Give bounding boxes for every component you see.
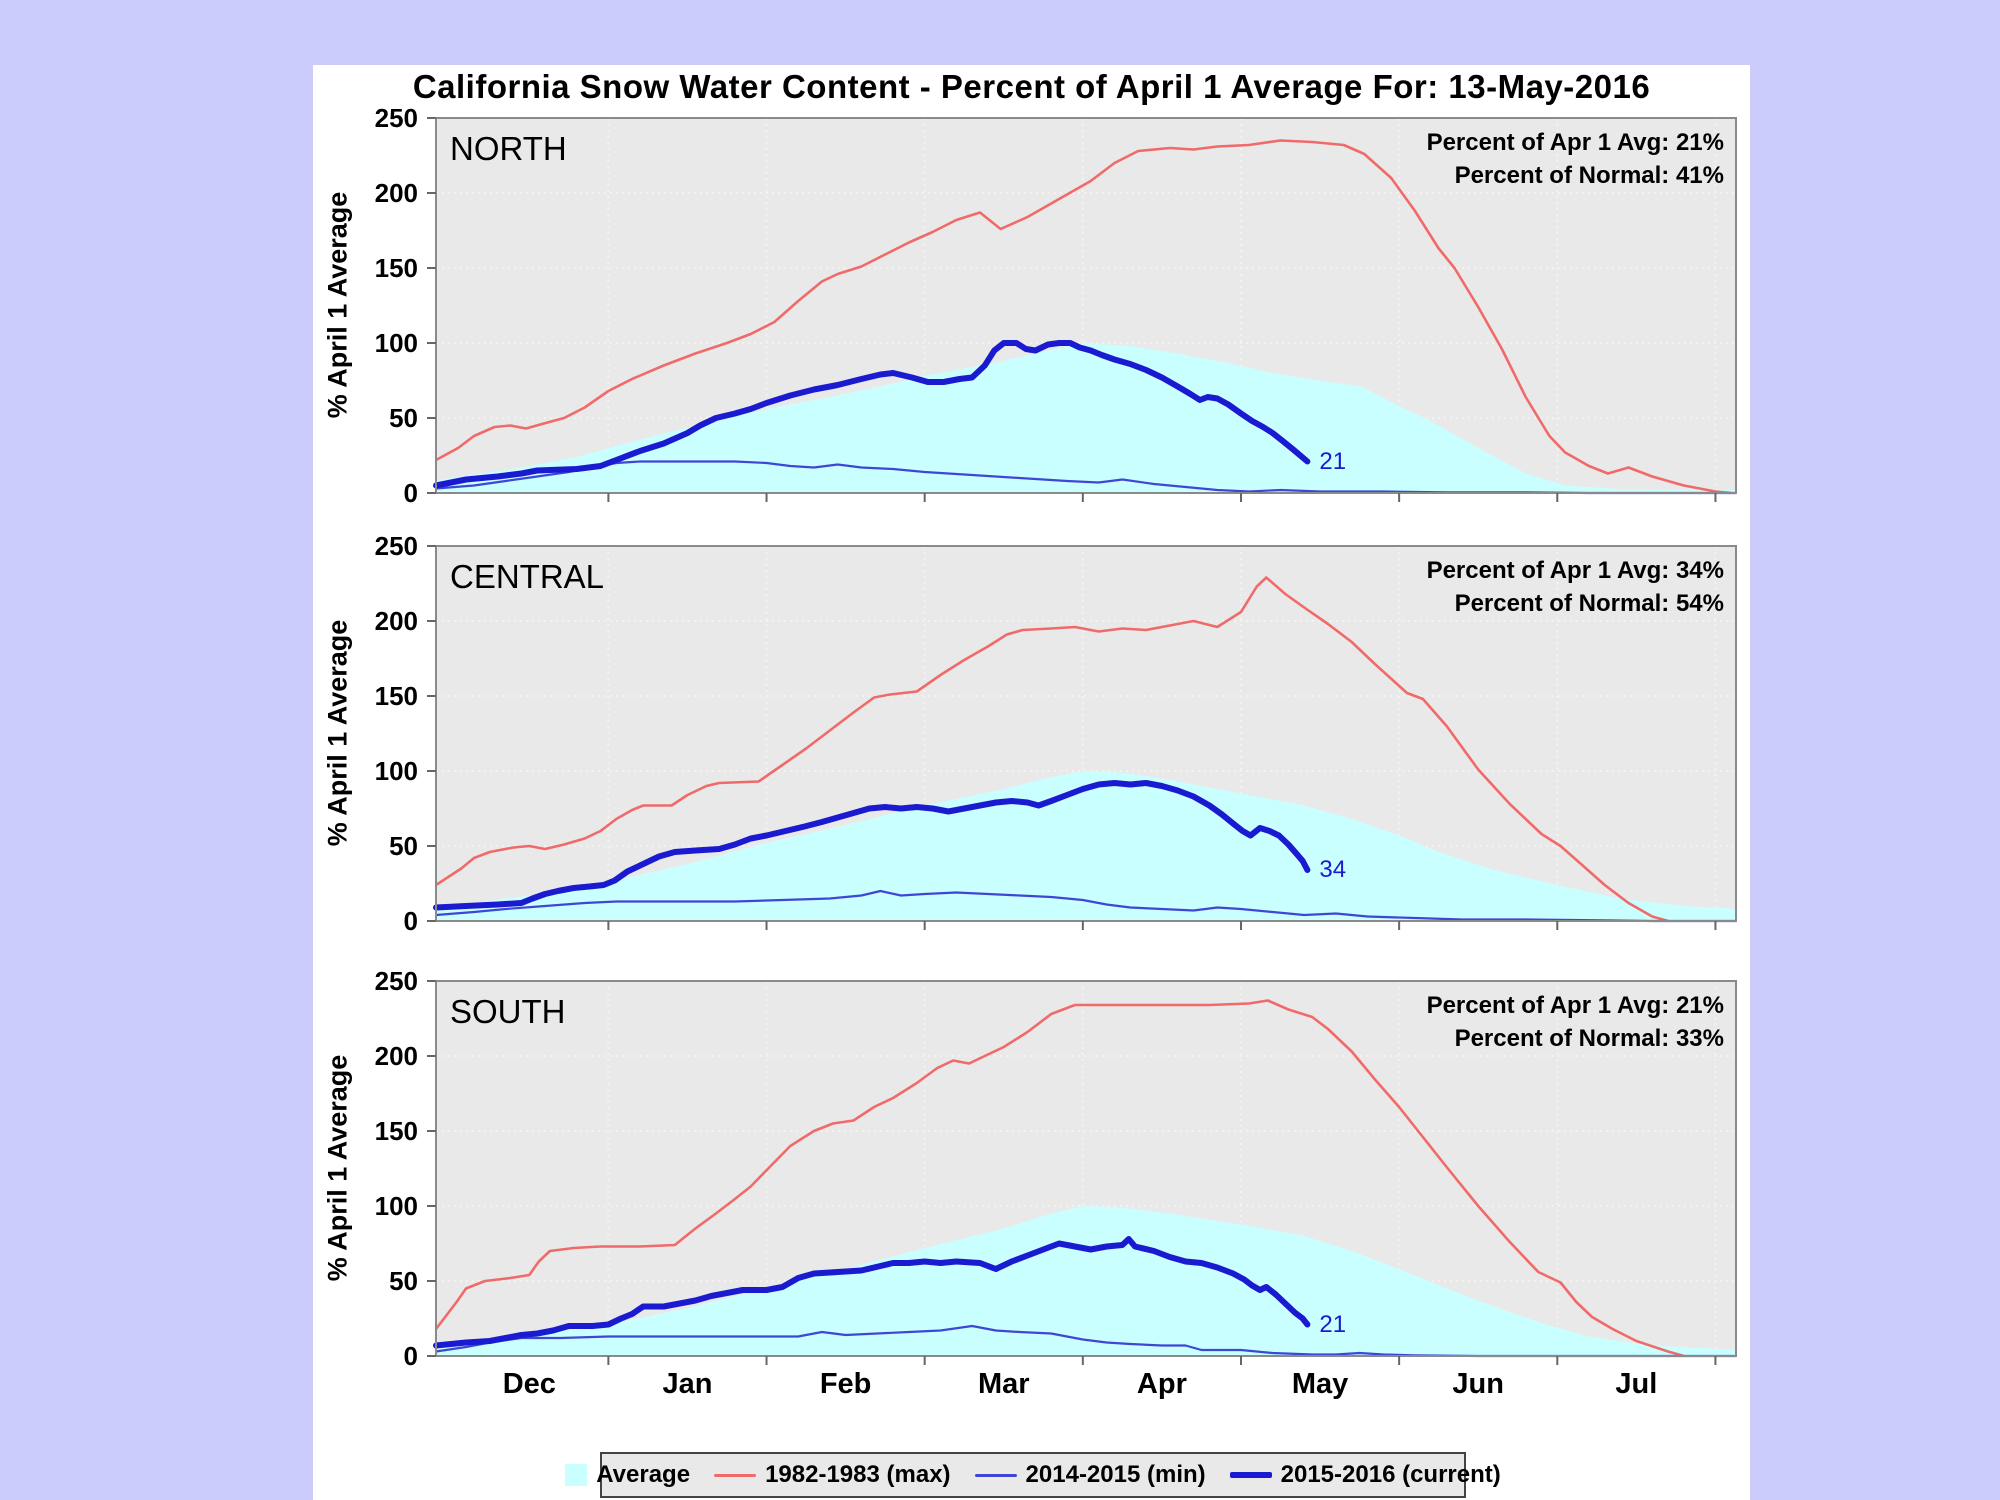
x-month-label: Jul: [1615, 1368, 1658, 1400]
current-line-swatch: [1229, 1472, 1272, 1478]
x-month-label: Dec: [502, 1368, 556, 1400]
panel-annotations: Percent of Apr 1 Avg: 21% Percent of Nor…: [1427, 126, 1724, 192]
y-tick-label: 250: [374, 103, 418, 133]
legend-label: Average: [596, 1461, 691, 1488]
percent-apr1-avg-text: Percent of Apr 1 Avg: 21%: [1426, 129, 1724, 156]
panel-north: NORTH Percent of Apr 1 Avg: 21% Percent …: [323, 103, 1737, 508]
legend-label: 2015-2016 (current): [1280, 1461, 1501, 1488]
panel-region-label: CENTRAL: [450, 558, 605, 595]
y-tick-label: 0: [403, 906, 418, 936]
y-tick-label: 250: [374, 966, 418, 996]
y-tick-label: 50: [389, 403, 418, 433]
min-line-swatch: [974, 1473, 1017, 1477]
x-month-label: Mar: [977, 1368, 1030, 1400]
x-month-label: Jun: [1452, 1368, 1504, 1400]
panel-central: CENTRAL Percent of Apr 1 Avg: 34% Percen…: [323, 531, 1737, 936]
percent-apr1-avg-text: Percent of Apr 1 Avg: 21%: [1426, 992, 1724, 1019]
panel-region-label: SOUTH: [450, 993, 566, 1030]
chart-title: California Snow Water Content - Percent …: [412, 68, 1651, 105]
y-tick-label: 50: [389, 1266, 418, 1296]
y-axis-label: % April 1 Average: [322, 191, 353, 419]
y-tick-label: 50: [389, 831, 418, 861]
panel-annotations: Percent of Apr 1 Avg: 34% Percent of Nor…: [1427, 554, 1724, 620]
y-tick-label: 200: [374, 606, 418, 636]
percent-normal-text: Percent of Normal: 41%: [1454, 162, 1724, 189]
legend-item-current: 2015-2016 (current): [1229, 1461, 1501, 1489]
current-end-value: 21: [1319, 447, 1347, 475]
plot-area-south: [427, 980, 1737, 1365]
y-tick-label: 0: [403, 1341, 418, 1371]
plot-area-north: [427, 117, 1737, 502]
y-tick-label: 200: [374, 1041, 418, 1071]
average-area-swatch: [565, 1464, 588, 1486]
x-month-label: May: [1291, 1368, 1349, 1400]
plot-area-central: [427, 545, 1737, 930]
y-tick-label: 200: [374, 178, 418, 208]
y-axis-label: % April 1 Average: [322, 619, 353, 847]
legend-label: 1982-1983 (max): [765, 1461, 951, 1488]
y-tick-label: 100: [374, 1191, 418, 1221]
current-end-value: 21: [1319, 1310, 1347, 1338]
percent-normal-text: Percent of Normal: 54%: [1454, 590, 1724, 617]
legend-item-average: Average: [565, 1461, 690, 1489]
legend-item-min: 2014-2015 (min): [974, 1461, 1206, 1489]
percent-normal-text: Percent of Normal: 33%: [1454, 1025, 1724, 1052]
y-tick-label: 150: [374, 681, 418, 711]
current-end-value: 34: [1319, 856, 1347, 883]
y-axis-label: % April 1 Average: [322, 1054, 353, 1282]
legend-label: 2014-2015 (min): [1025, 1461, 1206, 1488]
legend-item-max: 1982-1983 (max): [714, 1461, 951, 1489]
max-line-swatch: [714, 1473, 757, 1477]
percent-apr1-avg-text: Percent of Apr 1 Avg: 34%: [1426, 557, 1724, 584]
x-month-label: Apr: [1136, 1368, 1187, 1400]
panel-annotations: Percent of Apr 1 Avg: 21% Percent of Nor…: [1427, 989, 1724, 1055]
panel-south: SOUTH Percent of Apr 1 Avg: 21% Percent …: [323, 966, 1737, 1400]
y-tick-label: 150: [374, 1116, 418, 1146]
y-tick-label: 0: [403, 478, 418, 508]
legend: Average 1982-1983 (max) 2014-2015 (min) …: [565, 1452, 1501, 1498]
x-month-label: Feb: [819, 1368, 872, 1400]
y-tick-label: 100: [374, 756, 418, 786]
y-tick-label: 150: [374, 253, 418, 283]
y-tick-label: 100: [374, 328, 418, 358]
x-month-label: Jan: [662, 1368, 713, 1400]
panel-region-label: NORTH: [450, 130, 567, 167]
y-tick-label: 250: [374, 531, 418, 561]
